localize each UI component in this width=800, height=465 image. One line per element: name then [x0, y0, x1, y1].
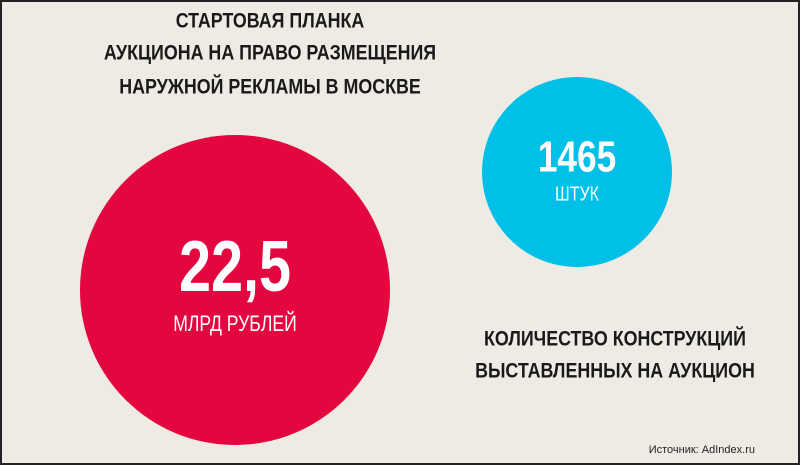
title-line: СТАРТОВАЯ ПЛАНКА	[176, 9, 365, 33]
blue-circle	[482, 77, 672, 267]
big-value: 1465	[538, 133, 616, 182]
big-value: 22,5	[179, 226, 291, 307]
value-unit: МЛРД РУБЛЕЙ	[173, 310, 297, 337]
title-line: НАРУЖНОЙ РЕКЛАМЫ В МОСКВЕ	[119, 73, 421, 99]
caption-line: ВЫСТАВЛЕННЫХ НА АУКЦИОН	[475, 359, 755, 383]
value-unit: ШТУК	[555, 183, 599, 205]
title-line: АУКЦИОНА НА ПРАВО РАЗМЕЩЕНИЯ	[104, 41, 436, 65]
red-circle	[80, 135, 390, 445]
source: Источник: AdIndex.ru	[649, 444, 755, 456]
caption-line: КОЛИЧЕСТВО КОНСТРУКЦИЙ	[484, 325, 746, 351]
